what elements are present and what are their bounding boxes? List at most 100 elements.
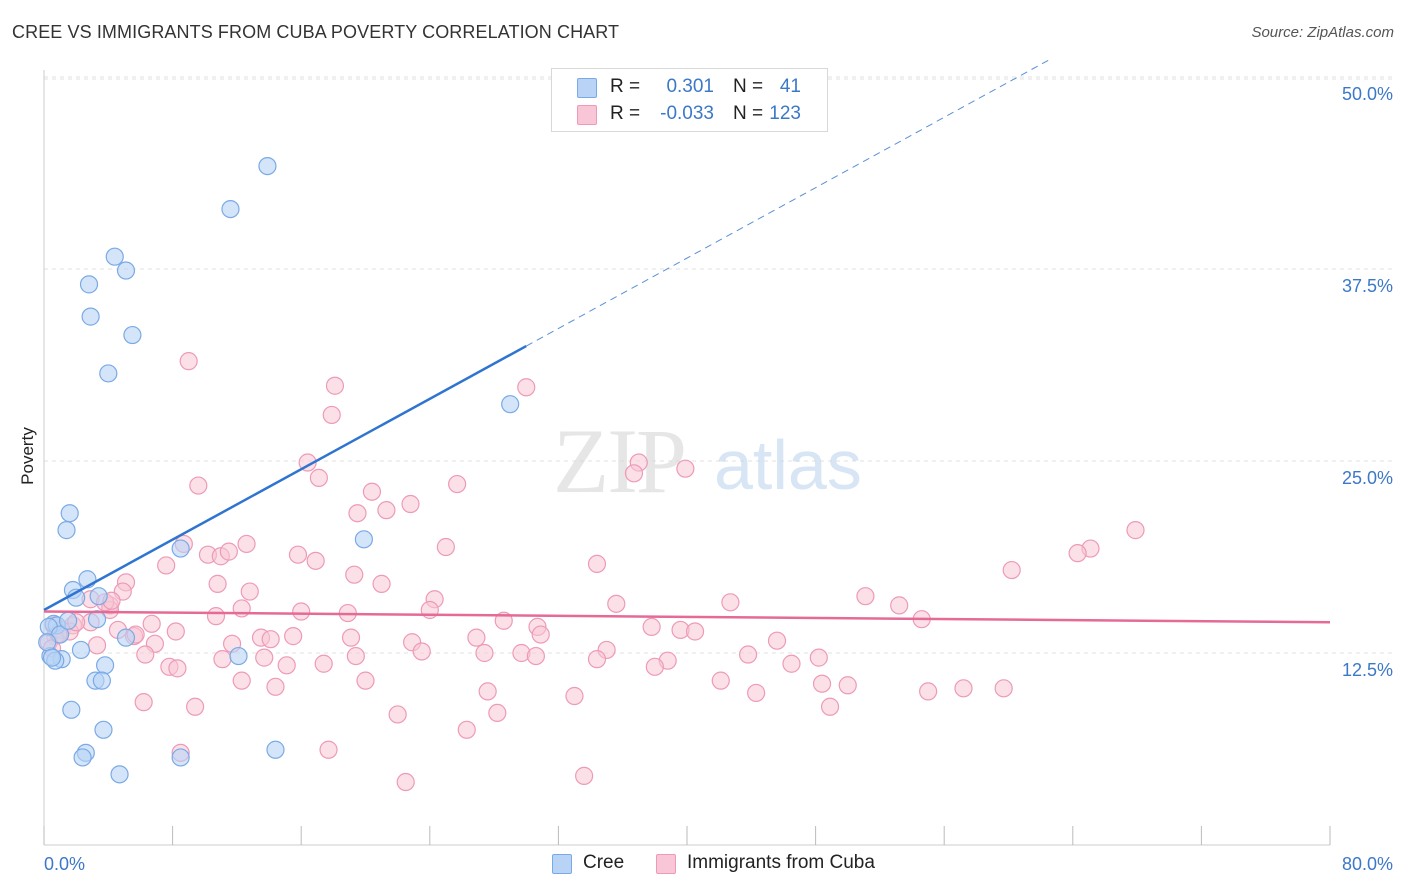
series-cree-points	[38, 156, 520, 784]
cree-point	[171, 539, 190, 558]
cuba-point	[322, 405, 341, 425]
cree-point	[92, 671, 111, 690]
cree-point	[229, 646, 248, 666]
watermark: ZIP atlas	[553, 410, 862, 512]
bottom-swatch-cuba	[656, 854, 676, 874]
cuba-point	[436, 537, 455, 557]
y-tick-label: 37.5%	[1342, 276, 1393, 296]
legend-n-value: 123	[769, 103, 801, 124]
bottom-swatch-cree	[552, 854, 572, 874]
cuba-point	[448, 474, 467, 494]
cuba-point	[838, 676, 857, 695]
cuba-point	[237, 534, 256, 554]
cuba-point	[309, 468, 328, 487]
legend-swatch-cuba	[577, 105, 597, 125]
y-tick-label: 25.0%	[1342, 468, 1393, 488]
cuba-point	[782, 654, 801, 673]
cree-point	[42, 648, 62, 667]
cuba-point	[372, 574, 391, 593]
cree-point	[59, 611, 78, 630]
cree-point	[57, 521, 76, 540]
cuba-point	[738, 645, 758, 664]
cuba-point	[277, 656, 296, 675]
cuba-point	[396, 772, 415, 792]
cuba-point	[288, 545, 308, 564]
cuba-point	[134, 693, 153, 712]
cuba-point	[356, 671, 375, 690]
cree-point	[354, 530, 373, 549]
cuba-point	[325, 376, 345, 395]
cuba-point	[747, 683, 766, 703]
cree-point	[60, 504, 79, 523]
bottom-legend-label: Cree	[583, 852, 625, 873]
cuba-point	[388, 705, 407, 724]
cree-point	[73, 748, 92, 767]
cuba-point	[954, 679, 973, 698]
cuba-point	[306, 551, 325, 570]
cree-point	[81, 307, 100, 326]
cuba-point	[142, 614, 161, 633]
cree-point	[266, 740, 285, 759]
cuba-point	[208, 574, 227, 593]
legend-r-label: R =	[610, 103, 641, 124]
cuba-point	[1126, 521, 1145, 540]
cuba-point	[314, 654, 333, 673]
legend-row-cuba: R = -0.033 N = 123	[552, 100, 827, 128]
cuba-point	[292, 602, 311, 621]
cuba-point	[232, 671, 251, 690]
legend-r-value: -0.033	[660, 103, 714, 124]
cree-point	[110, 765, 129, 784]
cuba-point	[213, 650, 232, 669]
legend-row-cree: R = 0.301 N = 41	[552, 73, 827, 101]
trend-layer	[43, 59, 1331, 624]
cree-point	[94, 720, 113, 739]
cuba-point	[767, 631, 787, 650]
cree-point	[123, 325, 142, 345]
watermark-zip: ZIP	[553, 410, 685, 512]
cree-trend-extension	[526, 59, 1049, 347]
legend-r-value: 0.301	[666, 76, 714, 97]
cuba-point	[266, 677, 285, 696]
axis-layer	[43, 70, 1331, 846]
cree-point	[501, 395, 520, 414]
cuba-point	[478, 682, 497, 701]
cuba-point	[362, 482, 382, 501]
cuba-point	[575, 766, 594, 785]
cuba-point	[255, 648, 274, 667]
cuba-point	[587, 554, 607, 574]
cuba-point	[587, 650, 607, 669]
y-axis-title: Poverty	[18, 427, 37, 485]
legend-n-label: N =	[733, 76, 764, 97]
legend-r-label: R =	[610, 76, 641, 97]
cuba-point	[820, 697, 840, 716]
cree-point	[171, 748, 190, 767]
cree-point	[95, 656, 115, 675]
cuba-point	[517, 378, 536, 397]
cree-point	[221, 199, 240, 219]
cuba-point	[412, 642, 431, 661]
stats-legend: R = 0.301 N = 41 R = -0.033 N = 123	[551, 68, 828, 132]
cuba-point	[240, 582, 259, 601]
cuba-point	[721, 593, 740, 612]
cuba-point	[994, 679, 1013, 698]
chart-title: CREE VS IMMIGRANTS FROM CUBA POVERTY COR…	[12, 22, 620, 42]
cree-point	[258, 156, 277, 176]
y-tick-label: 12.5%	[1342, 660, 1393, 680]
cuba-point	[890, 596, 909, 615]
cuba-point	[475, 643, 494, 663]
cuba-point	[186, 697, 205, 716]
cuba-point	[624, 464, 644, 483]
cuba-point	[1068, 544, 1087, 563]
cuba-trend-line	[43, 610, 1331, 624]
cuba-point	[531, 625, 550, 644]
cuba-point	[261, 630, 280, 649]
cuba-point	[346, 646, 365, 666]
cuba-point	[319, 740, 338, 759]
cuba-point	[676, 459, 695, 478]
watermark-atlas: atlas	[714, 426, 862, 504]
cuba-point	[157, 556, 176, 575]
cuba-point	[856, 587, 875, 606]
cuba-point	[219, 542, 238, 561]
cuba-point	[467, 628, 486, 647]
